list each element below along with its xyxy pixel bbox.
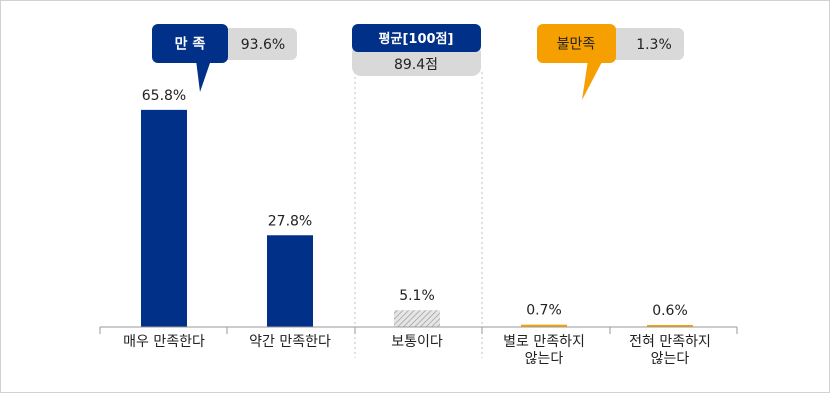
average-callout-value: 89.4점 — [394, 57, 438, 73]
x-tick-label: 별로 만족하지 않는다 — [503, 334, 585, 367]
bar-value-label: 65.8% — [142, 88, 186, 104]
bar-value-label: 27.8% — [268, 213, 312, 229]
satisfied-callout-label-box — [152, 24, 228, 63]
bar — [267, 235, 313, 327]
dissatisfied-callout: 불만족 1.3% — [537, 24, 684, 100]
satisfied-callout-value-box — [213, 28, 297, 60]
bar — [394, 310, 440, 327]
satisfied-callout-value: 93.6% — [241, 37, 285, 53]
x-tick-label: 약간 만족한다 — [249, 334, 331, 350]
dissatisfied-callout-label: 불만족 — [557, 37, 596, 53]
x-axis-labels: 매우 만족한다 약간 만족한다 보통이다 별로 만족하지 않는다 전혀 만족하지 않는다 — [123, 334, 711, 367]
bars-group: 65.8% 27.8% 5.1% 0.7% 0.6% — [141, 88, 693, 327]
bar — [647, 325, 693, 327]
dissatisfied-callout-label-box — [537, 24, 616, 63]
x-axis-ticks — [99, 327, 738, 334]
x-tick-label: 매우 만족한다 — [123, 334, 205, 350]
bar-value-label: 5.1% — [399, 288, 435, 304]
bar — [521, 324, 567, 327]
bar-value-label: 0.6% — [652, 303, 688, 319]
satisfied-callout-label: 만 족 — [175, 37, 206, 53]
x-tick-label: 전혀 만족하지 않는다 — [629, 334, 711, 367]
dissatisfied-callout-value-box — [600, 28, 684, 60]
satisfied-callout-pointer — [196, 60, 211, 92]
bar-value-label: 0.7% — [526, 303, 562, 319]
satisfied-callout: 만 족 93.6% — [152, 24, 297, 92]
bar — [141, 109, 187, 327]
dissatisfied-callout-value: 1.3% — [636, 37, 672, 53]
average-callout: 평균[100점] 89.4점 — [352, 24, 481, 76]
dissatisfied-callout-pointer — [582, 60, 603, 100]
average-callout-label: 평균[100점] — [379, 31, 454, 47]
average-callout-label-box — [352, 24, 481, 52]
x-tick-label: 보통이다 — [391, 334, 443, 350]
